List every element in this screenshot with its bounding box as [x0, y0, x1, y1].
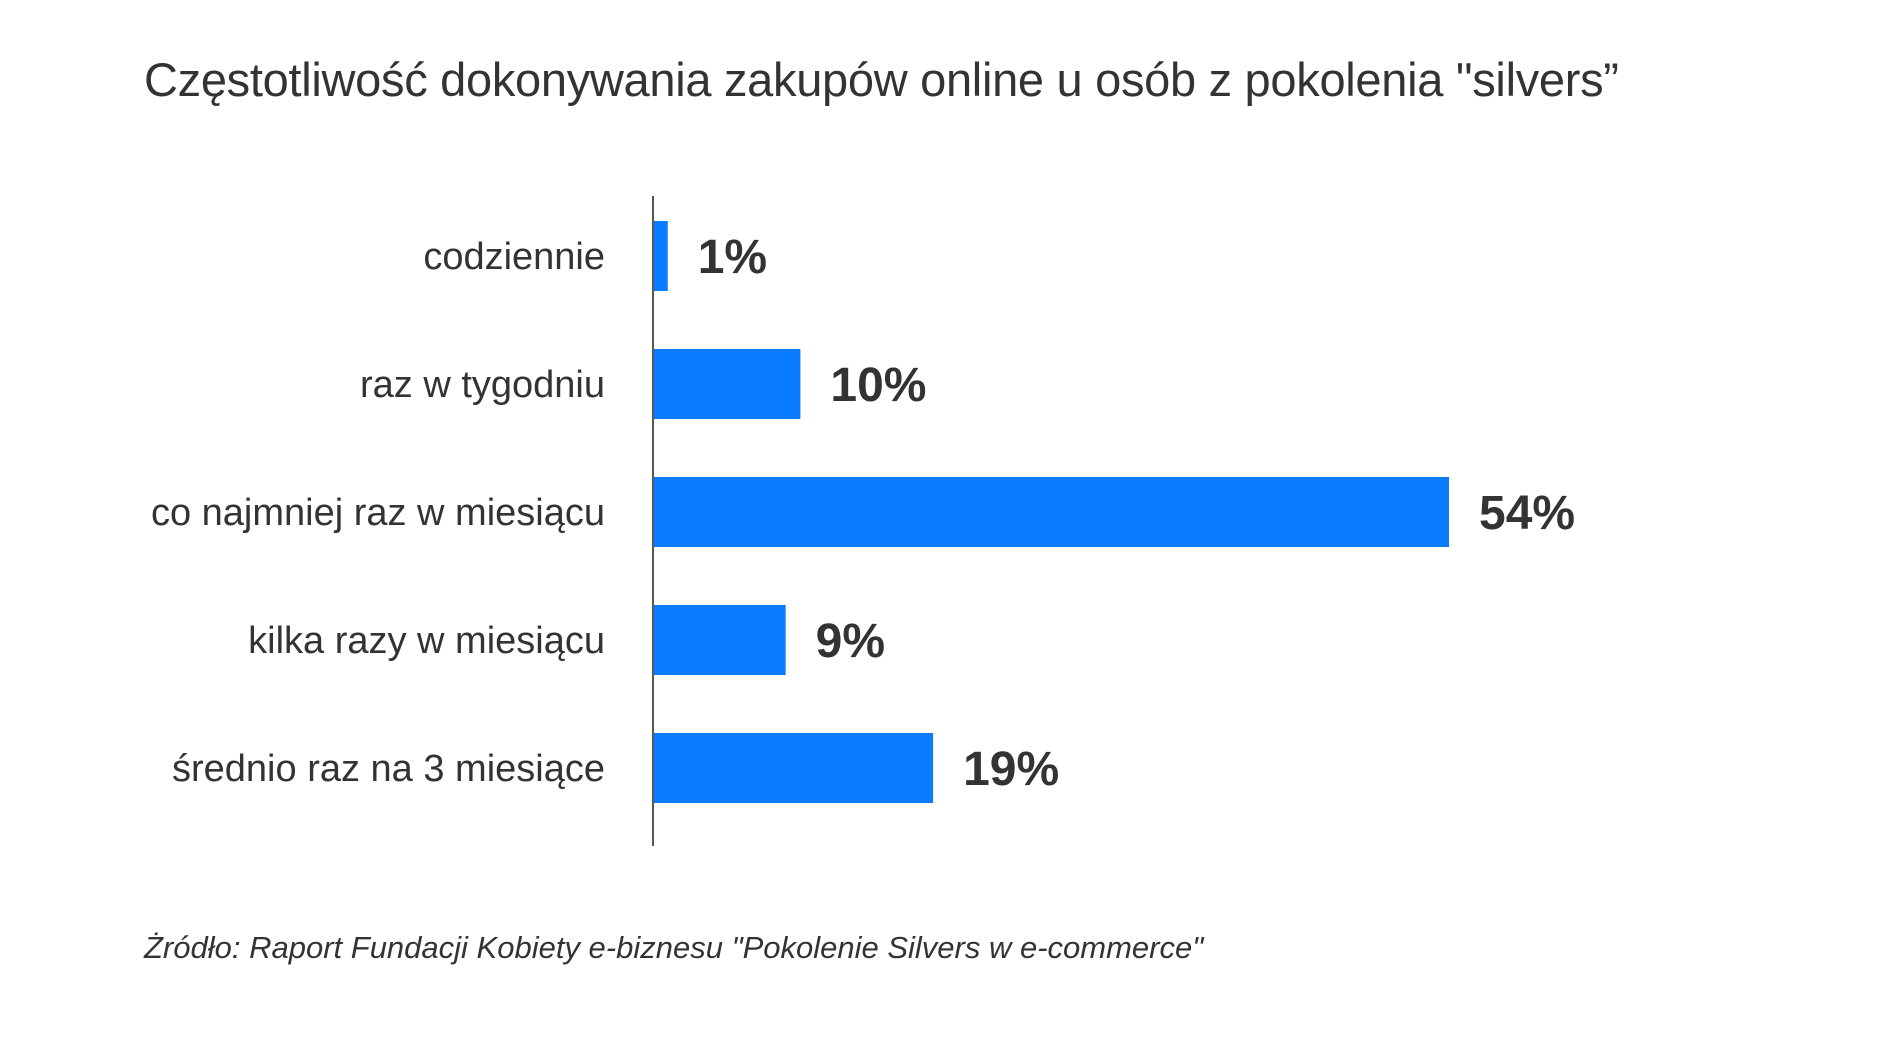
bar: [653, 221, 668, 291]
value-label: 1%: [698, 231, 767, 284]
category-label: raz w tygodniu: [360, 364, 605, 406]
category-label: kilka razy w miesiącu: [248, 620, 605, 662]
value-labels-layer: 1% 10% 54% 9% 19%: [698, 231, 1575, 796]
value-label: 19%: [963, 743, 1059, 796]
category-label: średnio raz na 3 miesiące: [172, 748, 605, 790]
source-note: Żródło: Raport Fundacji Kobiety e-biznes…: [144, 930, 1204, 965]
chart-title: Częstotliwość dokonywania zakupów online…: [144, 53, 1619, 106]
value-label: 54%: [1479, 487, 1575, 540]
value-label: 10%: [830, 359, 926, 412]
bar: [653, 733, 934, 803]
category-label: co najmniej raz w miesiącu: [151, 492, 605, 534]
bars-layer: [653, 221, 1449, 803]
category-labels-layer: codziennie raz w tygodniu co najmniej raz …: [151, 236, 605, 790]
bar: [653, 477, 1449, 547]
value-label: 9%: [816, 615, 885, 668]
bar: [653, 349, 801, 419]
category-label: codziennie: [423, 236, 605, 278]
bar: [653, 605, 786, 675]
